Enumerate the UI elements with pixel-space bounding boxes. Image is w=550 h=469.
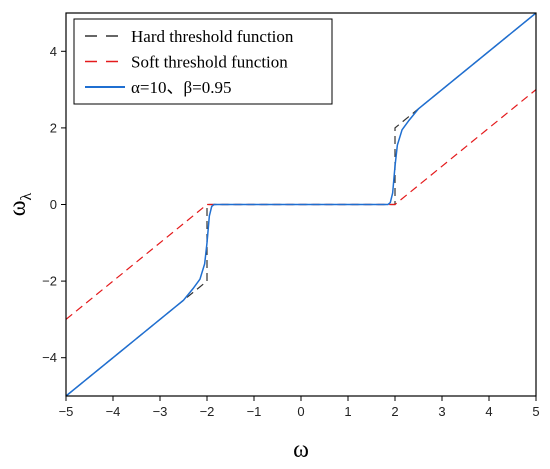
y-tick-label: −2 [42, 274, 57, 289]
x-tick-label: 2 [391, 404, 398, 419]
series-line-2 [65, 12, 537, 397]
y-tick-label: 0 [50, 197, 57, 212]
y-axis-title: ωλ [5, 192, 35, 216]
legend: Hard threshold function Soft threshold f… [73, 18, 333, 105]
legend-label-proposed: α=10、β=0.95 [131, 78, 231, 97]
x-tick-label: −3 [153, 404, 168, 419]
y-tick-label: −4 [42, 350, 57, 365]
x-tick-label: −1 [247, 404, 262, 419]
x-tick-label: 4 [485, 404, 492, 419]
x-tick-label: −5 [59, 404, 74, 419]
legend-label-hard: Hard threshold function [131, 27, 294, 46]
x-tick-label: 3 [438, 404, 445, 419]
x-tick-label: 0 [297, 404, 304, 419]
ticks-layer: −5 −4 −3 −2 −1 0 1 2 3 4 5 −4 −2 0 2 4 [42, 44, 539, 419]
y-tick-label: 2 [50, 120, 57, 135]
legend-label-soft: Soft threshold function [131, 53, 288, 72]
series-layer [65, 12, 537, 397]
x-axis-title: ω [293, 437, 309, 463]
x-tick-label: −2 [200, 404, 215, 419]
y-axis-title-subscript: λ [18, 192, 35, 200]
y-tick-label: 4 [50, 44, 57, 59]
x-tick-label: −4 [106, 404, 121, 419]
x-tick-label: 5 [532, 404, 539, 419]
y-axis-title-main: ω [5, 200, 31, 216]
x-tick-label: 1 [344, 404, 351, 419]
